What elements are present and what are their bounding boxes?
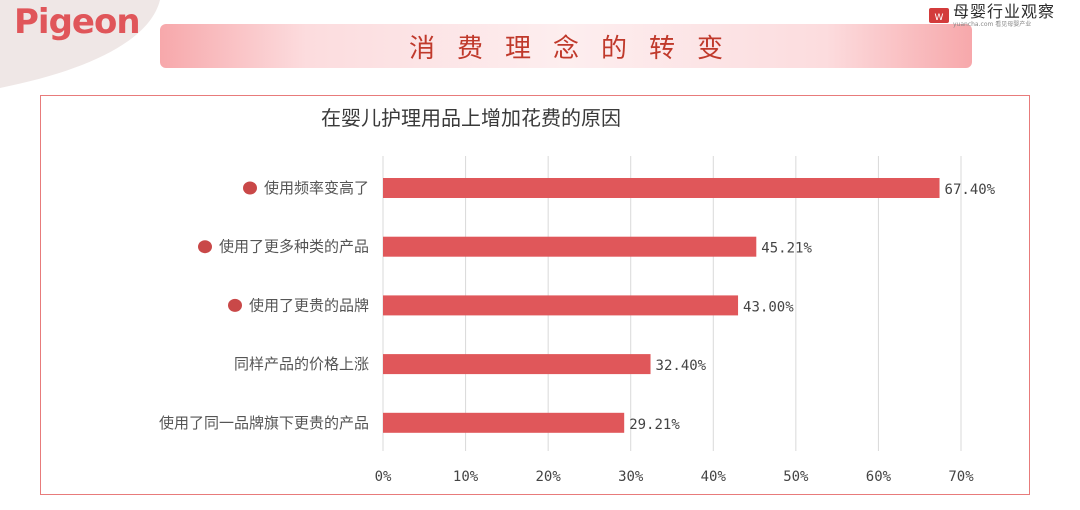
bar bbox=[383, 295, 739, 316]
slide-title: 消费理念的转变 bbox=[408, 33, 745, 64]
value-label: 43.00% bbox=[743, 299, 794, 315]
x-tick-label: 40% bbox=[701, 469, 727, 485]
x-tick-label: 70% bbox=[948, 469, 974, 485]
category-label: 同样产品的价格上涨 bbox=[234, 355, 369, 373]
partner-subtitle: yuancha.com 看见母婴产业 bbox=[953, 21, 1032, 28]
bullet-dot bbox=[243, 181, 257, 195]
category-label: 使用频率变高了 bbox=[264, 179, 369, 197]
x-tick-label: 0% bbox=[375, 469, 392, 485]
corner-decoration bbox=[0, 0, 160, 88]
chart-frame: 0% 10% 20% 30% 40% 50% 60% 70% 使用频率变高了 67.40% 使用了更… bbox=[40, 95, 1030, 495]
bar bbox=[383, 236, 757, 257]
x-tick-label: 10% bbox=[453, 469, 479, 485]
category-label: 使用了更贵的品牌 bbox=[249, 296, 369, 314]
category-label: 使用了更多种类的产品 bbox=[219, 238, 369, 256]
bar bbox=[383, 412, 625, 433]
svg-text:W: W bbox=[935, 13, 944, 23]
slide-title-banner: 消费理念的转变 bbox=[160, 24, 972, 68]
value-label: 32.40% bbox=[656, 358, 707, 374]
value-label: 29.21% bbox=[629, 417, 680, 433]
partner-name: 母婴行业观察 bbox=[953, 2, 1056, 21]
x-tick-label: 20% bbox=[535, 469, 561, 485]
chart-title: 在婴儿护理用品上增加花费的原因 bbox=[321, 106, 621, 130]
value-label: 45.21% bbox=[761, 241, 812, 257]
x-tick-label: 30% bbox=[618, 469, 644, 485]
category-label: 使用了同一品牌旗下更贵的产品 bbox=[159, 414, 369, 432]
value-label: 67.40% bbox=[945, 182, 996, 198]
bullet-dot bbox=[198, 240, 212, 254]
pigeon-logo: Pigeon bbox=[14, 2, 141, 42]
bullet-dot bbox=[228, 298, 242, 312]
bar bbox=[383, 178, 940, 198]
bar-chart: 0% 10% 20% 30% 40% 50% 60% 70% 使用频率变高了 67.40% 使用了更… bbox=[159, 156, 996, 485]
x-tick-label: 50% bbox=[783, 469, 809, 485]
partner-logo-icon: W bbox=[929, 8, 949, 23]
partner-logo: W 母婴行业观察 yuancha.com 看见母婴产业 bbox=[928, 2, 1055, 32]
x-tick-label: 60% bbox=[866, 469, 892, 485]
bar bbox=[383, 354, 651, 375]
